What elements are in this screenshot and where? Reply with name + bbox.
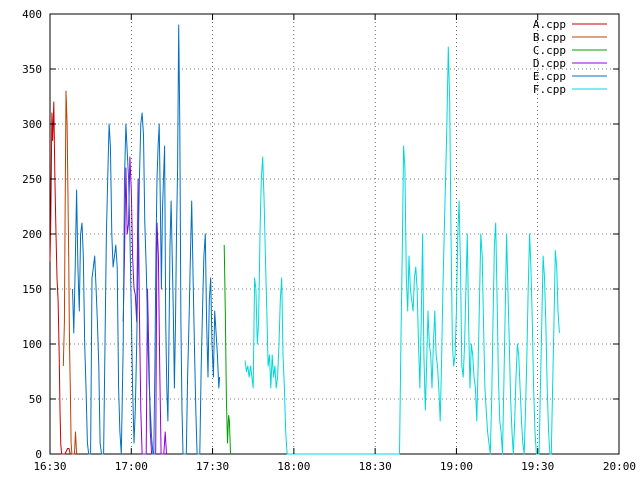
series-line-2 — [223, 244, 231, 455]
y-tick-label: 150 — [22, 283, 42, 296]
x-tick-label: 18:00 — [277, 460, 310, 473]
x-tick-label: 19:00 — [440, 460, 473, 473]
grid — [50, 14, 619, 454]
series-line-5 — [244, 46, 560, 455]
x-tick-label: 17:00 — [115, 460, 148, 473]
x-tick-label: 17:30 — [196, 460, 229, 473]
legend-label-3: D.cpp — [533, 57, 566, 70]
x-tick-label: 19:30 — [521, 460, 554, 473]
x-tick-label: 16:30 — [33, 460, 66, 473]
legend-label-0: A.cpp — [533, 18, 566, 31]
y-tick-label: 200 — [22, 228, 42, 241]
series-group — [49, 24, 560, 455]
y-tick-label: 350 — [22, 63, 42, 76]
series-line-0 — [49, 101, 71, 455]
y-tick-label: 0 — [35, 448, 42, 461]
axes: 0 50 100 150 200 250 300 350 400 16:30 17:00 17:30 1… — [22, 8, 636, 473]
x-tick-label: 18:30 — [359, 460, 392, 473]
x-tick-label: 20:00 — [603, 460, 636, 473]
legend-label-5: F.cpp — [533, 83, 566, 96]
legend-label-4: E.cpp — [533, 70, 566, 83]
y-tick-label: 400 — [22, 8, 42, 21]
legend-label-2: C.cpp — [533, 44, 566, 57]
y-tick-label: 100 — [22, 338, 42, 351]
legend-label-1: B.cpp — [533, 31, 566, 44]
series-line-4 — [72, 24, 221, 455]
series-line-1 — [62, 90, 78, 455]
y-tick-label: 250 — [22, 173, 42, 186]
y-tick-label: 300 — [22, 118, 42, 131]
y-tick-label: 50 — [29, 393, 42, 406]
